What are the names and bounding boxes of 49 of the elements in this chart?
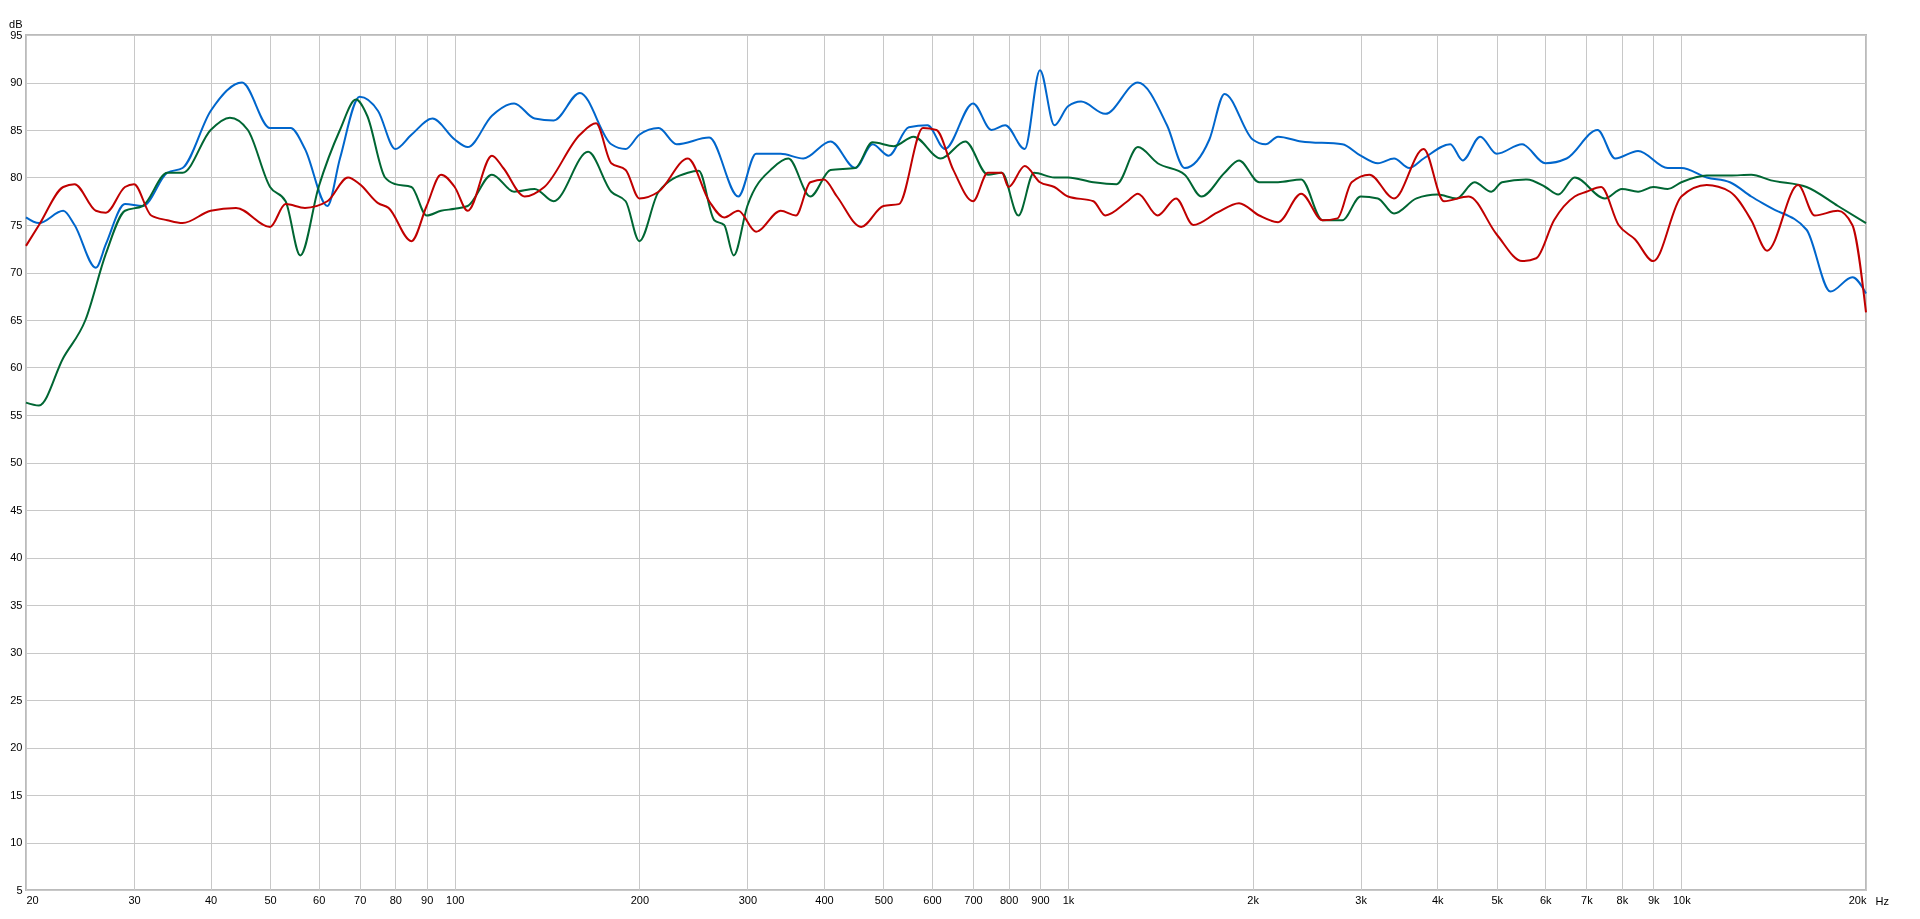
x-tick-label: 300 [738,893,758,906]
x-tick-label: 5k [1491,893,1504,906]
y-tick-label: 85 [10,123,23,136]
x-tick-label: 4k [1431,893,1445,906]
y-axis-title: dB [9,17,23,30]
x-tick-label: 8k [1616,893,1629,906]
y-tick-label: 60 [10,361,23,373]
x-tick-label: 100 [446,893,465,906]
y-tick-label: 65 [10,313,23,326]
y-tick-label: 15 [10,788,23,801]
x-tick-label: 2k [1247,893,1260,906]
x-tick-label: 10k [1672,893,1692,906]
y-tick-label: 55 [10,408,23,421]
x-tick-label: 800 [999,893,1019,906]
x-tick-label: 9k [1647,893,1661,906]
y-tick-label: 25 [10,693,23,706]
x-tick-label: 6k [1539,893,1553,906]
x-tick-label: 70 [354,893,367,906]
x-tick-label: 20k [1848,893,1867,906]
x-tick-label: 200 [630,893,650,906]
y-tick-label: 45 [10,503,23,516]
y-tick-label: 35 [10,598,23,611]
x-tick-label: 1k [1062,893,1075,906]
x-tick-label: 400 [815,893,834,906]
y-tick-label: 75 [10,218,23,231]
x-tick-label: 50 [264,893,277,906]
x-tick-label: 900 [1031,893,1050,906]
x-tick-label: 40 [205,893,218,906]
x-tick-label: 600 [923,893,942,906]
x-axis-title: Hz [1875,894,1889,907]
x-tick-label: 90 [421,893,434,906]
y-tick-label: 30 [10,646,23,658]
x-tick-label: 20 [26,893,39,906]
y-tick-label: 50 [10,456,23,468]
y-tick-label: 40 [10,551,23,563]
x-tick-label: 80 [389,893,402,906]
y-tick-label: 10 [10,836,23,848]
x-tick-label: 60 [313,893,326,906]
y-tick-label: 95 [10,28,23,41]
y-tick-label: 5 [16,883,23,896]
y-tick-label: 20 [10,741,23,753]
x-tick-label: 500 [874,893,894,906]
y-tick-label: 70 [10,266,23,278]
x-tick-label: 3k [1355,893,1368,906]
x-tick-label: 7k [1581,893,1594,906]
y-tick-label: 90 [10,76,23,88]
x-tick-label: 700 [964,893,983,906]
y-tick-label: 80 [10,171,23,183]
x-tick-label: 30 [128,893,141,906]
